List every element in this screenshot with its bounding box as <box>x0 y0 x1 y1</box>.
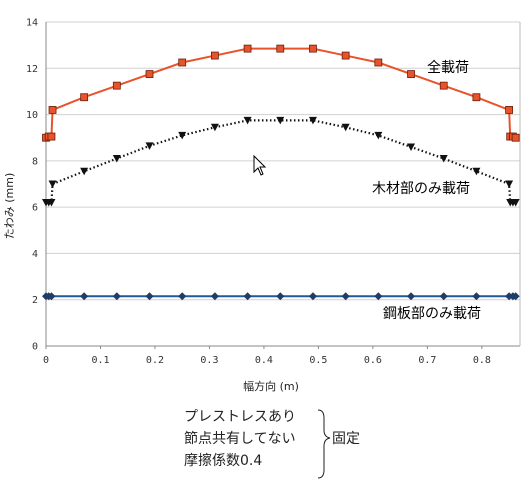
y-tick-label: 8 <box>32 156 38 167</box>
x-tick-label: 0.3 <box>200 355 218 366</box>
data-point-triangle <box>511 199 520 207</box>
data-point-square <box>145 70 154 78</box>
data-point-square <box>80 93 89 102</box>
data-point-triangle <box>178 131 187 140</box>
y-tick-label: 6 <box>32 203 38 214</box>
x-tick-label: 0.7 <box>418 355 436 366</box>
data-point-triangle <box>308 116 317 125</box>
y-tick-labels: 0 2 4 6 8 10 12 14 <box>26 18 38 353</box>
x-tick-label: 0.4 <box>255 355 273 366</box>
data-point-diamond <box>407 292 416 301</box>
data-point-diamond <box>439 292 448 301</box>
x-tick-label: 0.2 <box>146 355 164 366</box>
data-point-triangle <box>439 155 448 163</box>
x-tick-label: 0.6 <box>364 355 382 366</box>
y-tick-label: 4 <box>32 249 38 260</box>
data-point-diamond <box>511 292 520 301</box>
data-point-diamond <box>243 292 252 301</box>
series-1 <box>42 116 520 207</box>
data-point-triangle <box>210 123 219 132</box>
data-point-triangle <box>145 142 154 150</box>
data-point-diamond <box>47 292 56 301</box>
data-point-triangle <box>374 131 383 140</box>
data-point-square <box>210 51 219 60</box>
data-point-triangle <box>47 199 56 207</box>
data-point-triangle <box>48 180 57 188</box>
x-tick-labels: 0 0.1 0.2 0.3 0.4 0.5 0.6 0.7 0.8 <box>43 355 491 366</box>
y-tick-label: 14 <box>26 18 38 29</box>
data-point-diamond <box>341 292 350 301</box>
data-point-triangle <box>505 180 514 188</box>
note-line-friction: 摩擦係数0.4 <box>184 453 263 469</box>
data-point-square <box>472 93 481 102</box>
data-point-square <box>374 58 383 67</box>
y-tick-label: 2 <box>32 295 38 306</box>
data-point-square <box>341 51 350 60</box>
curly-brace <box>317 409 331 479</box>
x-tick-label: 0.5 <box>309 355 327 366</box>
x-tick-label: 0 <box>43 355 49 366</box>
data-point-square <box>439 81 448 90</box>
series-0 <box>42 44 520 142</box>
data-point-square <box>47 132 56 141</box>
data-point-diamond <box>276 292 285 301</box>
data-point-square <box>243 44 252 53</box>
note-line-prestress: プレストレスあり <box>184 409 296 425</box>
data-point-triangle <box>276 116 285 125</box>
x-tick-label: 0.8 <box>473 355 491 366</box>
series-label-wood-load: 木材部のみ載荷 <box>372 181 470 197</box>
data-point-diamond <box>178 292 187 301</box>
y-tick-label: 0 <box>32 342 38 353</box>
data-point-square <box>407 70 415 78</box>
x-axis-title: 幅方向 (m) <box>243 379 299 393</box>
gridlines <box>46 21 520 347</box>
series-label-steel-load: 鋼板部のみ載荷 <box>383 306 481 322</box>
data-point-square <box>48 106 57 114</box>
y-tick-label: 10 <box>26 110 38 121</box>
data-point-diamond <box>80 292 89 301</box>
data-point-diamond <box>472 292 481 301</box>
data-point-diamond <box>112 292 121 301</box>
data-point-diamond <box>210 292 219 301</box>
data-point-diamond <box>145 292 154 301</box>
data-point-square <box>276 44 285 53</box>
x-tick-label: 0.1 <box>91 355 109 366</box>
data-point-triangle <box>341 123 350 132</box>
series-layer <box>42 44 520 301</box>
axes <box>45 22 521 349</box>
data-point-triangle <box>112 155 121 163</box>
data-point-square <box>178 58 187 67</box>
data-point-triangle <box>243 116 252 125</box>
y-axis-title: たわみ (mm) <box>3 173 16 240</box>
y-tick-label: 12 <box>26 64 38 75</box>
data-point-square <box>511 133 520 142</box>
data-point-triangle <box>472 167 481 176</box>
data-point-triangle <box>80 167 89 176</box>
data-point-diamond <box>308 292 317 301</box>
note-line-nodes: 節点共有してない <box>184 431 296 447</box>
data-point-square <box>309 44 317 53</box>
series-2 <box>42 292 520 301</box>
data-point-square <box>112 81 121 90</box>
data-point-triangle <box>407 143 416 151</box>
mouse-cursor-icon <box>253 154 267 176</box>
note-bracket-label: 固定 <box>332 431 360 447</box>
data-point-diamond <box>374 292 383 301</box>
data-point-square <box>505 106 514 114</box>
series-label-full-load: 全載荷 <box>427 59 469 76</box>
